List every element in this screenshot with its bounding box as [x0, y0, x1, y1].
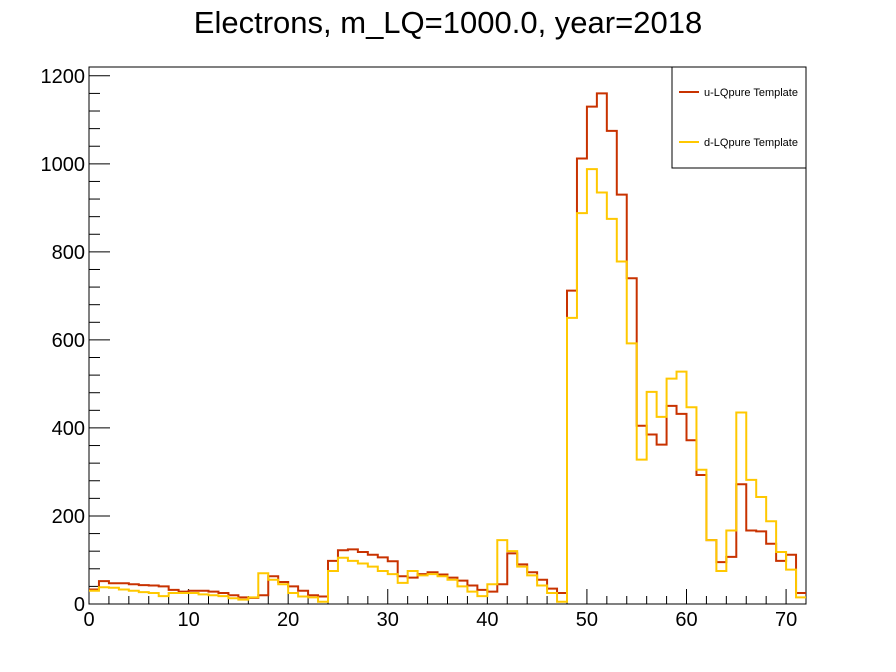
y-tick-label: 1000 [41, 154, 86, 176]
legend: u-LQpure Template d-LQpure Template [671, 66, 807, 169]
chart-title: Electrons, m_LQ=1000.0, year=2018 [194, 5, 702, 40]
x-tick-label: 60 [675, 609, 697, 631]
series-d-lqpure [89, 168, 806, 603]
x-tick-label: 30 [377, 609, 399, 631]
x-tick-label: 20 [277, 609, 299, 631]
y-tick-label: 200 [52, 506, 85, 528]
x-tick-label: 70 [775, 609, 797, 631]
x-tick-label: 10 [177, 609, 199, 631]
y-tick-label: 800 [52, 242, 85, 264]
series-layer [89, 92, 806, 603]
x-tick-label: 0 [83, 609, 94, 631]
legend-label-u-lqpure: u-LQpure Template [704, 87, 798, 99]
y-tick-label: 0 [74, 594, 85, 616]
x-tick-label: 40 [476, 609, 498, 631]
series-line [89, 168, 806, 603]
legend-box [671, 66, 807, 169]
y-tick-label: 600 [52, 330, 85, 352]
axes: 0 10 20 30 40 50 60 70 0 200 400 600 800 1000 1200 [41, 66, 807, 631]
legend-label-d-lqpure: d-LQpure Template [704, 137, 798, 149]
y-tick-label: 400 [52, 418, 85, 440]
series-u-lqpure [89, 92, 806, 599]
series-line [89, 92, 806, 599]
x-tick-label: 50 [576, 609, 598, 631]
y-tick-label: 1200 [41, 66, 86, 88]
